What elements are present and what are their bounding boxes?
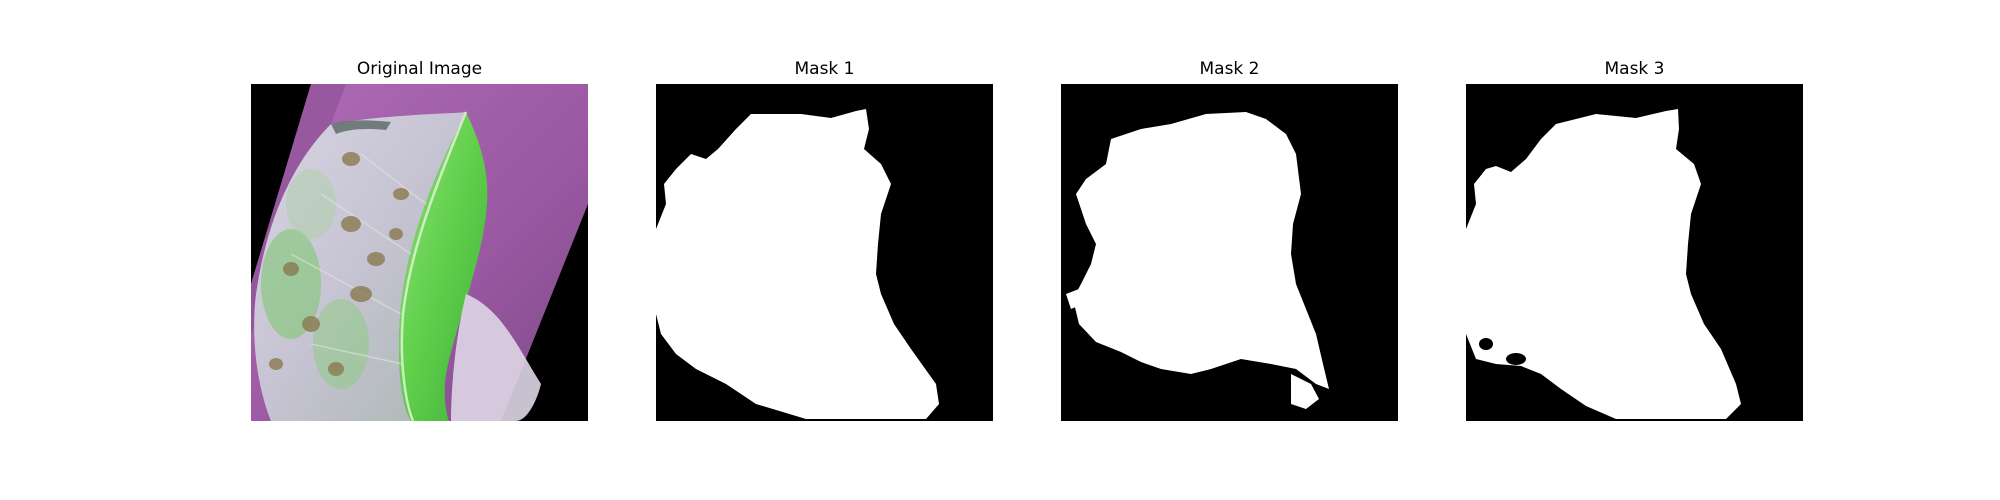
mask-1-image bbox=[656, 84, 993, 421]
mask-foreground bbox=[1073, 112, 1329, 389]
panel-title-mask-3: Mask 3 bbox=[1466, 59, 1803, 79]
panel-title-original-image: Original Image bbox=[251, 59, 588, 79]
mask-2-image bbox=[1061, 84, 1398, 421]
mask-3-image bbox=[1466, 84, 1803, 421]
panel-title-mask-1: Mask 1 bbox=[656, 59, 993, 79]
panel-title-mask-2: Mask 2 bbox=[1061, 59, 1398, 79]
original-leaf-image bbox=[251, 84, 588, 421]
